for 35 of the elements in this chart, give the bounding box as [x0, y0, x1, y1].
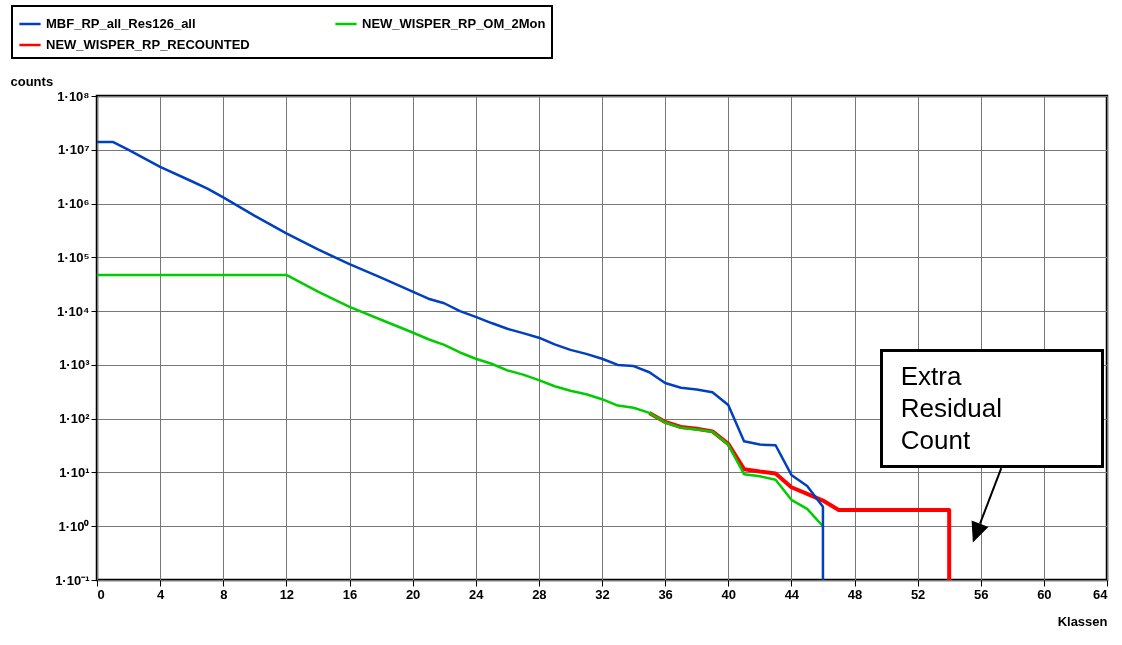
x-tick-label: 44	[784, 586, 800, 602]
x-tick-label: 20	[405, 586, 421, 602]
x-tick-label: 16	[342, 586, 358, 602]
x-axis-title: Klassen	[1057, 613, 1108, 629]
y-tick-label: 1·10⁶	[57, 196, 90, 212]
x-tick-label: 48	[847, 586, 863, 602]
x-tick-label: 12	[279, 586, 295, 602]
x-tick-label: 24	[469, 586, 485, 602]
x-tick-label: 36	[658, 586, 673, 602]
y-axis-title: counts	[10, 73, 54, 89]
x-tick-label: 52	[910, 586, 926, 602]
legend-label: NEW_WISPER_RP_OM_2Mon	[362, 16, 546, 31]
y-tick-label: 1·10¹	[59, 464, 90, 480]
y-tick-label: 1·10⁰	[58, 518, 90, 534]
y-tick-label: 1·10³	[59, 357, 91, 373]
y-tick-label: 1·10⁻¹	[55, 572, 90, 588]
x-tick-label: 8	[220, 586, 228, 602]
y-tick-label: 1·10²	[59, 411, 91, 427]
x-tick-label: 56	[974, 586, 989, 602]
x-tick-label: 60	[1037, 586, 1052, 602]
x-tick-label: 64	[1093, 586, 1109, 602]
x-tick-label: 0	[97, 586, 105, 602]
y-tick-label: 1·10⁷	[58, 142, 90, 158]
legend-label: MBF_RP_all_Res126_all	[46, 16, 196, 31]
y-tick-label: 1·10⁸	[57, 88, 90, 104]
x-tick-label: 4	[157, 586, 166, 602]
line-series	[97, 140, 825, 580]
x-tick-label: 40	[721, 586, 736, 602]
y-tick-label: 1·10⁴	[57, 303, 90, 319]
y-tick-label: 1·10⁵	[57, 249, 90, 265]
line-series	[97, 273, 825, 528]
legend-label: NEW_WISPER_RP_RECOUNTED	[46, 37, 250, 52]
x-tick-label: 32	[595, 586, 610, 602]
x-tick-label: 28	[532, 586, 547, 602]
callout-box: Extra Residual Count	[879, 348, 1104, 469]
